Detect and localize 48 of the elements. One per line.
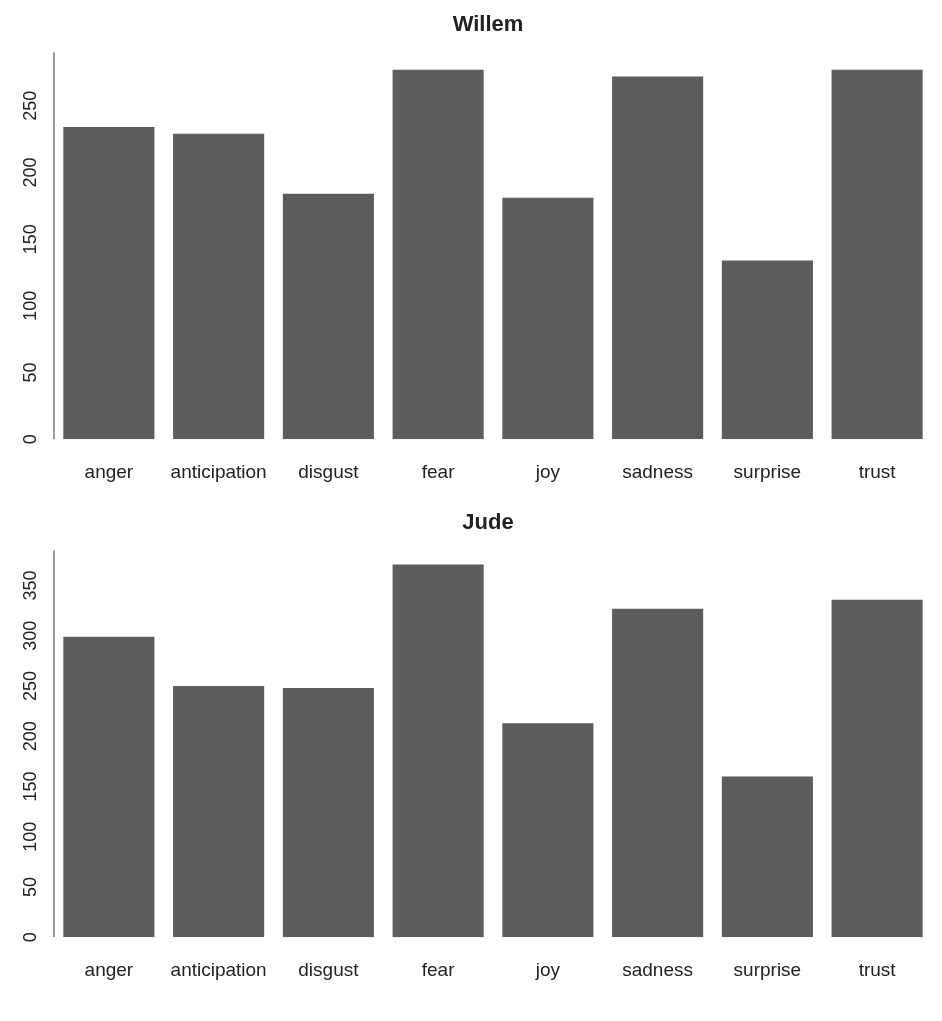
x-tick-label: joy bbox=[534, 460, 561, 482]
x-tick-label: disgust bbox=[298, 958, 360, 980]
bar bbox=[831, 599, 923, 938]
x-tick-label: sadness bbox=[622, 460, 694, 482]
y-tick-label: 0 bbox=[19, 434, 40, 445]
bar bbox=[612, 76, 704, 440]
x-tick-label: surprise bbox=[733, 958, 802, 980]
bar bbox=[173, 686, 265, 938]
bar bbox=[721, 776, 813, 938]
y-tick-label: 50 bbox=[19, 362, 40, 383]
x-tick-label: fear bbox=[421, 958, 456, 980]
bar bbox=[173, 133, 265, 440]
bar bbox=[282, 688, 374, 938]
x-tick-label: anticipation bbox=[170, 958, 267, 980]
x-tick-label: trust bbox=[858, 460, 897, 482]
bar bbox=[612, 608, 704, 938]
x-tick-label: fear bbox=[421, 460, 456, 482]
y-tick-label: 150 bbox=[19, 771, 40, 802]
bar bbox=[721, 260, 813, 440]
bar bbox=[282, 193, 374, 440]
y-tick-label: 250 bbox=[19, 90, 40, 121]
x-tick-label: anger bbox=[84, 958, 134, 980]
bar bbox=[502, 197, 594, 440]
y-tick-label: 200 bbox=[19, 157, 40, 188]
bar bbox=[392, 69, 484, 440]
bar bbox=[392, 564, 484, 938]
y-tick-label: 150 bbox=[19, 224, 40, 255]
y-tick-label: 350 bbox=[19, 570, 40, 601]
x-tick-label: trust bbox=[858, 958, 897, 980]
bar bbox=[63, 127, 155, 440]
y-tick-label: 250 bbox=[19, 671, 40, 702]
y-tick-label: 300 bbox=[19, 620, 40, 651]
y-tick-label: 50 bbox=[19, 876, 40, 897]
y-tick-label: 0 bbox=[19, 932, 40, 943]
y-tick-label: 100 bbox=[19, 290, 40, 321]
chart-title: Jude bbox=[462, 509, 514, 535]
y-tick-label: 200 bbox=[19, 721, 40, 752]
x-tick-label: anger bbox=[84, 460, 134, 482]
bar bbox=[831, 69, 923, 440]
x-tick-label: disgust bbox=[298, 460, 360, 482]
bar bbox=[63, 636, 155, 938]
y-tick-label: 100 bbox=[19, 821, 40, 852]
x-tick-label: sadness bbox=[622, 958, 694, 980]
chart-title: Willem bbox=[452, 11, 524, 37]
x-tick-label: surprise bbox=[733, 460, 802, 482]
bar bbox=[502, 723, 594, 938]
x-tick-label: joy bbox=[534, 958, 561, 980]
x-tick-label: anticipation bbox=[170, 460, 267, 482]
